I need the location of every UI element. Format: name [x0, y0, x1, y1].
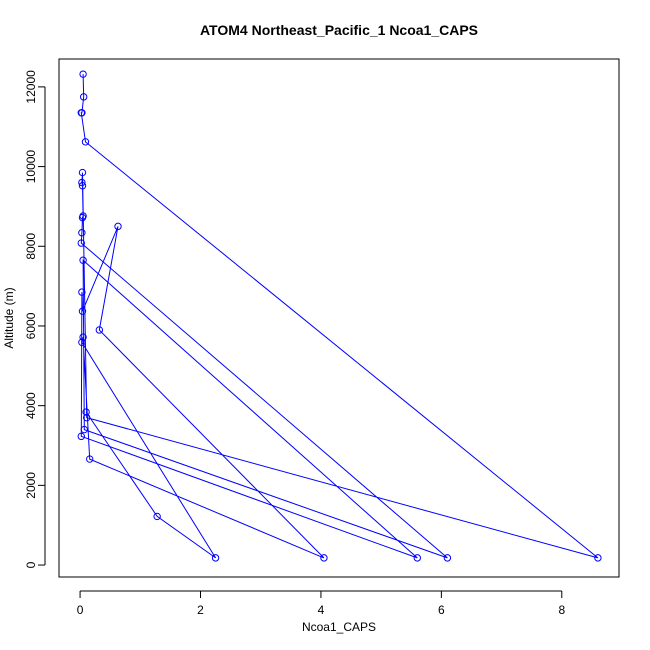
y-tick-label: 4000 [24, 392, 38, 419]
x-axis: 0 2 4 6 8 [77, 590, 565, 617]
data-point [77, 109, 85, 117]
y-tick-label: 12000 [24, 70, 38, 104]
data-point [114, 222, 122, 231]
data-point [594, 554, 602, 562]
data-point [82, 413, 91, 422]
data-point [86, 455, 94, 463]
data-point [80, 425, 88, 434]
y-tick-label: 0 [24, 561, 38, 568]
y-tick-label: 10000 [24, 150, 38, 184]
data-point [78, 229, 86, 237]
data-point [95, 326, 104, 334]
data-point [78, 338, 86, 347]
y-axis-label: Altitude (m) [2, 287, 16, 348]
data-point [77, 432, 85, 441]
data-point [211, 554, 220, 562]
x-tick-label: 4 [318, 603, 325, 617]
data-point [79, 333, 87, 341]
data-point [78, 213, 87, 222]
x-tick-label: 2 [197, 603, 204, 617]
data-point [78, 307, 87, 315]
y-tick-label: 2000 [24, 472, 38, 499]
x-tick-label: 6 [438, 603, 445, 617]
plot-frame [58, 58, 620, 578]
x-axis-label: Ncoa1_CAPS [302, 620, 376, 634]
y-tick-label: 8000 [24, 233, 38, 260]
data-point [320, 554, 328, 562]
data-point [79, 93, 88, 101]
y-tick-label: 6000 [24, 312, 38, 339]
chart-title: ATOM4 Northeast_Pacific_1 Ncoa1_CAPS [200, 22, 478, 38]
series-line-group [77, 70, 602, 562]
data-point [443, 554, 452, 562]
data-point [79, 70, 87, 78]
data-point [82, 408, 90, 416]
x-tick-label: 0 [77, 603, 84, 617]
series-line [80, 74, 599, 559]
data-point [153, 512, 161, 521]
x-tick-label: 8 [558, 603, 565, 617]
y-axis: 0 2000 4000 6000 8000 10000 12000 [24, 70, 46, 568]
data-point [78, 168, 87, 177]
data-point [78, 178, 86, 187]
data-point [77, 239, 85, 247]
data-point [78, 182, 87, 190]
data-point [79, 256, 87, 264]
data-point [413, 554, 421, 562]
data-point [78, 288, 86, 296]
data-point [81, 138, 90, 146]
